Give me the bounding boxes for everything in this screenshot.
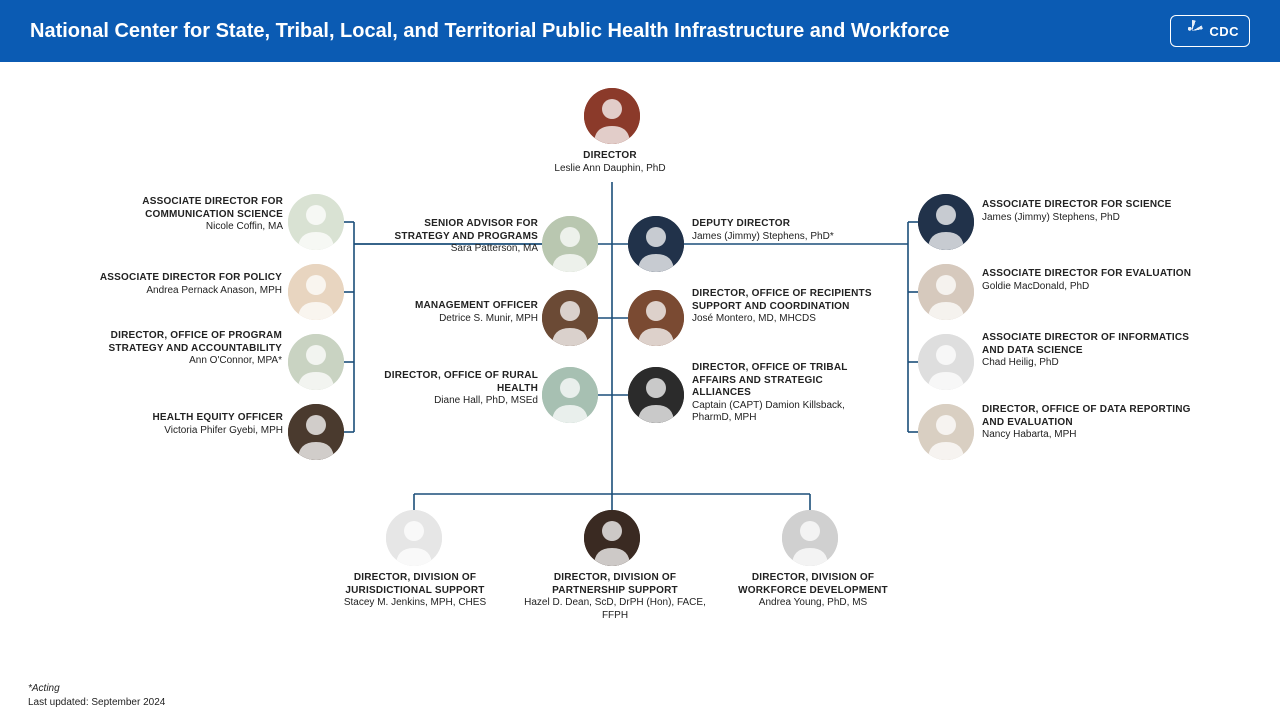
label-far-right-2: ASSOCIATE DIRECTOR OF INFORMATICS AND DA…: [982, 332, 1202, 370]
label-far-left-0: ASSOCIATE DIRECTOR FOR COMMUNICATION SCI…: [108, 196, 283, 234]
label-center-right-2-name: Captain (CAPT) Damion Killsback, PharmD,…: [692, 400, 877, 425]
avatar-center-right-2: [628, 367, 684, 423]
label-bottom-2-name: Andrea Young, PhD, MS: [718, 597, 908, 610]
avatar-center-left-2: [542, 367, 598, 423]
label-bottom-0: DIRECTOR, DIVISION OF JURISDICTIONAL SUP…: [320, 572, 510, 610]
label-far-right-3: DIRECTOR, OFFICE OF DATA REPORTING AND E…: [982, 404, 1202, 442]
avatar-far-left-3: [288, 404, 344, 460]
label-far-left-3: HEALTH EQUITY OFFICERVictoria Phifer Gye…: [108, 412, 283, 437]
avatar-bottom-2: [782, 510, 838, 566]
avatar-center-right-1: [628, 290, 684, 346]
label-far-left-1-role: ASSOCIATE DIRECTOR FOR POLICY: [92, 272, 282, 285]
label-far-right-1: ASSOCIATE DIRECTOR FOR EVALUATIONGoldie …: [982, 268, 1192, 293]
avatar-far-left-0: [288, 194, 344, 250]
hhs-swirl-icon: [1181, 20, 1203, 42]
label-far-right-2-name: Chad Heilig, PhD: [982, 357, 1202, 370]
label-far-right-1-role: ASSOCIATE DIRECTOR FOR EVALUATION: [982, 268, 1192, 281]
label-center-right-0-name: James (Jimmy) Stephens, PhD*: [692, 231, 862, 244]
label-far-right-0: ASSOCIATE DIRECTOR FOR SCIENCEJames (Jim…: [982, 199, 1192, 224]
label-far-right-3-name: Nancy Habarta, MPH: [982, 429, 1202, 442]
avatar-center-right-0: [628, 216, 684, 272]
label-far-right-0-name: James (Jimmy) Stephens, PhD: [982, 212, 1192, 225]
label-center-left-1: MANAGEMENT OFFICERDetrice S. Munir, MPH: [378, 300, 538, 325]
org-chart-canvas: DIRECTORLeslie Ann Dauphin, PhD SENIOR AD…: [0, 62, 1280, 702]
label-far-left-2: DIRECTOR, OFFICE OF PROGRAM STRATEGY AND…: [80, 330, 282, 368]
label-bottom-1: DIRECTOR, DIVISION OF PARTNERSHIP SUPPOR…: [520, 572, 710, 622]
avatar-bottom-1: [584, 510, 640, 566]
label-center-right-2-role: DIRECTOR, OFFICE OF TRIBAL AFFAIRS AND S…: [692, 362, 877, 400]
label-center-right-1-name: José Montero, MD, MHCDS: [692, 313, 872, 326]
label-center-left-0-name: Sara Patterson, MA: [378, 243, 538, 256]
label-far-left-1-name: Andrea Pernack Anason, MPH: [92, 285, 282, 298]
label-far-left-0-name: Nicole Coffin, MA: [108, 221, 283, 234]
label-director-name: Leslie Ann Dauphin, PhD: [520, 163, 700, 176]
avatar-center-left-0: [542, 216, 598, 272]
footer-notes: *Acting Last updated: September 2024: [28, 682, 165, 710]
label-center-left-2: DIRECTOR, OFFICE OF RURAL HEALTHDiane Ha…: [378, 370, 538, 408]
label-bottom-1-role: DIRECTOR, DIVISION OF PARTNERSHIP SUPPOR…: [520, 572, 710, 597]
label-far-left-3-role: HEALTH EQUITY OFFICER: [108, 412, 283, 425]
label-center-right-1-role: DIRECTOR, OFFICE OF RECIPIENTS SUPPORT A…: [692, 288, 872, 313]
label-far-left-2-role: DIRECTOR, OFFICE OF PROGRAM STRATEGY AND…: [80, 330, 282, 355]
cdc-logo-text: CDC: [1209, 24, 1239, 39]
label-far-left-2-name: Ann O'Connor, MPA*: [80, 355, 282, 368]
label-center-left-2-name: Diane Hall, PhD, MSEd: [378, 395, 538, 408]
avatar-far-left-1: [288, 264, 344, 320]
avatar-far-right-1: [918, 264, 974, 320]
avatar-center-left-1: [542, 290, 598, 346]
label-far-left-3-name: Victoria Phifer Gyebi, MPH: [108, 425, 283, 438]
label-bottom-0-role: DIRECTOR, DIVISION OF JURISDICTIONAL SUP…: [320, 572, 510, 597]
label-bottom-0-name: Stacey M. Jenkins, MPH, CHES: [320, 597, 510, 610]
avatar-far-right-0: [918, 194, 974, 250]
label-center-right-0-role: DEPUTY DIRECTOR: [692, 218, 862, 231]
label-center-left-0-role: SENIOR ADVISOR FOR STRATEGY AND PROGRAMS: [378, 218, 538, 243]
label-far-right-2-role: ASSOCIATE DIRECTOR OF INFORMATICS AND DA…: [982, 332, 1202, 357]
label-center-left-0: SENIOR ADVISOR FOR STRATEGY AND PROGRAMS…: [378, 218, 538, 256]
last-updated: Last updated: September 2024: [28, 696, 165, 710]
label-center-right-2: DIRECTOR, OFFICE OF TRIBAL AFFAIRS AND S…: [692, 362, 877, 425]
label-bottom-2: DIRECTOR, DIVISION OF WORKFORCE DEVELOPM…: [718, 572, 908, 610]
cdc-logo: CDC: [1170, 15, 1250, 47]
label-center-left-1-role: MANAGEMENT OFFICER: [378, 300, 538, 313]
avatar-bottom-0: [386, 510, 442, 566]
label-far-left-0-role: ASSOCIATE DIRECTOR FOR COMMUNICATION SCI…: [108, 196, 283, 221]
label-far-left-1: ASSOCIATE DIRECTOR FOR POLICYAndrea Pern…: [92, 272, 282, 297]
acting-note: *Acting: [28, 682, 165, 696]
label-director-role: DIRECTOR: [520, 150, 700, 163]
avatar-director: [584, 88, 640, 144]
avatar-far-right-3: [918, 404, 974, 460]
label-far-right-3-role: DIRECTOR, OFFICE OF DATA REPORTING AND E…: [982, 404, 1202, 429]
label-bottom-1-name: Hazel D. Dean, ScD, DrPH (Hon), FACE, FF…: [520, 597, 710, 622]
page-title: National Center for State, Tribal, Local…: [30, 20, 949, 43]
label-far-right-1-name: Goldie MacDonald, PhD: [982, 281, 1192, 294]
label-center-right-1: DIRECTOR, OFFICE OF RECIPIENTS SUPPORT A…: [692, 288, 872, 326]
header-bar: National Center for State, Tribal, Local…: [0, 0, 1280, 62]
label-center-left-1-name: Detrice S. Munir, MPH: [378, 313, 538, 326]
label-far-right-0-role: ASSOCIATE DIRECTOR FOR SCIENCE: [982, 199, 1192, 212]
avatar-far-left-2: [288, 334, 344, 390]
label-bottom-2-role: DIRECTOR, DIVISION OF WORKFORCE DEVELOPM…: [718, 572, 908, 597]
label-center-left-2-role: DIRECTOR, OFFICE OF RURAL HEALTH: [378, 370, 538, 395]
label-director: DIRECTORLeslie Ann Dauphin, PhD: [520, 150, 700, 175]
label-center-right-0: DEPUTY DIRECTORJames (Jimmy) Stephens, P…: [692, 218, 862, 243]
avatar-far-right-2: [918, 334, 974, 390]
